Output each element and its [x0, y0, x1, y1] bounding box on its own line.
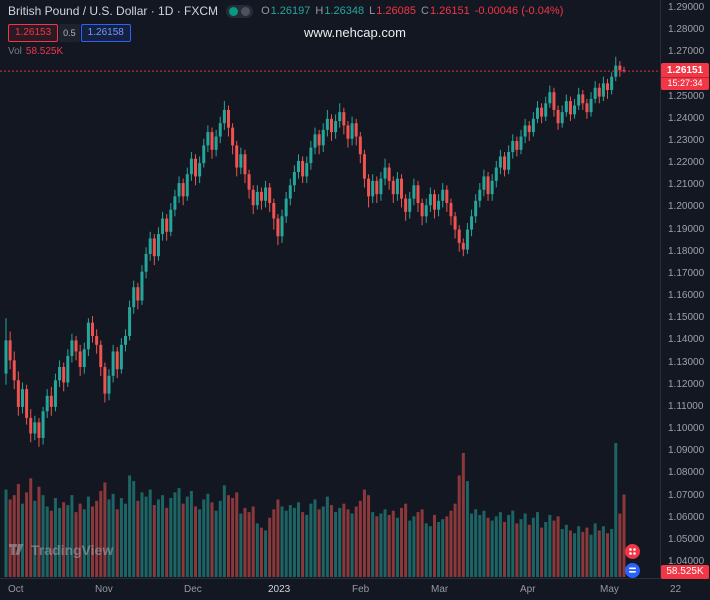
price-tick-label: 1.14000 [668, 334, 705, 346]
sell-floating-button[interactable] [625, 544, 640, 559]
tradingview-logo-icon [9, 544, 24, 555]
price-tick-label: 1.07000 [668, 489, 705, 501]
time-axis[interactable]: Oct Nov Dec 2023 Feb Mar Apr May 22 [0, 578, 710, 600]
price-tick-label: 1.20000 [668, 201, 705, 213]
volume-label: Vol [8, 46, 22, 57]
price-tick-label: 1.15000 [668, 312, 705, 324]
time-tick-label: Apr [520, 584, 536, 595]
volume-layer [4, 443, 626, 577]
price-tick-label: 1.06000 [668, 511, 705, 523]
price-tick-label: 1.17000 [668, 267, 705, 279]
change-value: -0.00046 (-0.04%) [474, 5, 564, 17]
symbol-title[interactable]: British Pound / U.S. Dollar · 1D · FXCM [8, 4, 219, 18]
price-tick-label: 1.23000 [668, 134, 705, 146]
time-tick-label: 22 [670, 584, 682, 595]
buy-floating-icon [629, 567, 636, 573]
price-axis[interactable]: 1.290001.280001.270001.260001.250001.240… [660, 0, 710, 578]
price-tick-label: 1.21000 [668, 179, 705, 191]
close-label: C [421, 5, 429, 17]
low-value: 1.26085 [376, 5, 416, 17]
low-label: L [369, 5, 376, 17]
price-tick-label: 1.28000 [668, 24, 705, 36]
open-value: 1.26197 [270, 5, 311, 17]
price-tick-label: 1.24000 [668, 112, 705, 124]
toggle-on-dot-icon [229, 6, 239, 16]
watermark: www.nehcap.com [304, 25, 406, 40]
time-tick-label: May [600, 584, 619, 595]
time-tick-label: 2023 [268, 584, 291, 595]
price-tick-label: 1.05000 [668, 533, 705, 545]
time-tick-label: Nov [95, 584, 113, 595]
open-label: O [261, 5, 270, 17]
toggle-off-dot-icon [241, 6, 251, 16]
price-tick-label: 1.10000 [668, 423, 705, 435]
sell-button[interactable]: 1.26153 [8, 24, 59, 42]
price-tick-label: 1.09000 [668, 445, 705, 457]
price-tick-label: 1.22000 [668, 157, 705, 169]
last-price-badge: 1.26151 15:27:34 [661, 63, 709, 91]
time-tick-label: Mar [431, 584, 449, 595]
time-tick-label: Oct [8, 584, 24, 595]
price-tick-label: 1.11000 [668, 400, 704, 412]
chart-legend: British Pound / U.S. Dollar · 1D · FXCM … [8, 4, 563, 18]
price-tick-label: 1.16000 [668, 290, 705, 302]
buy-button[interactable]: 1.26158 [80, 24, 131, 42]
high-label: H [315, 5, 324, 17]
time-tick-label: Dec [184, 584, 202, 595]
visibility-toggle[interactable] [226, 4, 254, 18]
volume-legend: Vol 58.525K [8, 46, 63, 57]
price-tick-label: 1.04000 [668, 556, 705, 567]
ohlc-values: O 1.26197 H 1.26348 L 1.26085 C 1.26151 … [261, 5, 563, 17]
time-tick-label: Feb [352, 584, 370, 595]
buy-floating-button[interactable] [625, 563, 640, 578]
close-value: 1.26151 [429, 5, 470, 17]
tradingview-wordmark: TradingView [31, 541, 114, 558]
quick-trade-panel: 1.26153 0.5 1.26158 [8, 24, 131, 42]
price-tick-label: 1.08000 [668, 467, 705, 479]
volume-value: 58.525K [25, 46, 64, 57]
bar-countdown: 15:27:34 [661, 77, 709, 90]
candles-layer [4, 56, 626, 447]
last-price-value: 1.26151 [666, 65, 704, 77]
price-tick-label: 1.18000 [668, 245, 705, 257]
price-tick-label: 1.27000 [668, 46, 705, 58]
price-tick-label: 1.29000 [668, 2, 705, 13]
high-value: 1.26348 [324, 5, 365, 17]
volume-axis-badge: 58.525K [661, 565, 709, 579]
tradingview-logo[interactable]: TradingView [8, 541, 113, 558]
spread-value: 0.5 [59, 24, 80, 42]
sell-floating-icon [629, 548, 636, 555]
price-tick-label: 1.25000 [668, 90, 705, 102]
price-tick-label: 1.19000 [668, 223, 705, 235]
price-tick-label: 1.12000 [668, 378, 705, 390]
price-tick-label: 1.13000 [668, 356, 705, 368]
